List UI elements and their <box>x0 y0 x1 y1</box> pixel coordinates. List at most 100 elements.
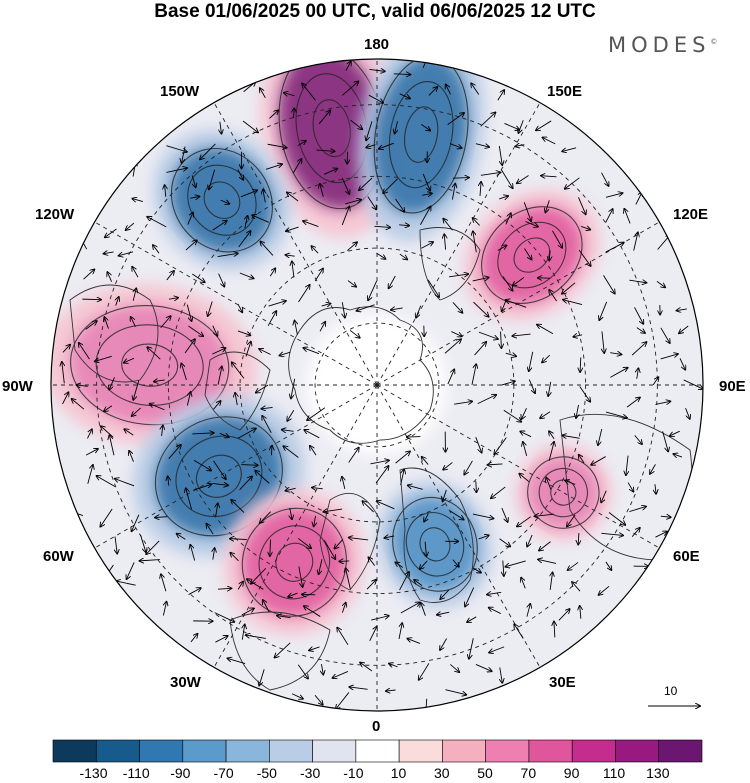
wind-vector <box>491 486 506 498</box>
wind-vector <box>132 514 140 532</box>
lon-label-180: 180 <box>364 36 390 53</box>
colorbar-tick-label: 30 <box>434 765 450 781</box>
wind-vector <box>346 568 351 589</box>
anomaly-core <box>241 507 347 617</box>
wind-vector <box>516 145 525 147</box>
wind-vector <box>475 437 482 452</box>
wind-vector <box>500 381 515 386</box>
wind-vector <box>538 559 557 564</box>
wind-vector <box>683 379 703 389</box>
streamline-contour <box>373 59 469 214</box>
colorbar-swatch <box>571 739 616 763</box>
wind-vector <box>217 253 238 258</box>
wind-vector <box>166 168 187 173</box>
wind-vector <box>342 302 345 317</box>
wind-vector <box>395 451 410 464</box>
wind-vector <box>501 331 502 348</box>
wind-vector <box>562 282 576 294</box>
wind-vector <box>241 608 254 616</box>
wind-vector <box>629 280 646 283</box>
wind-vector <box>215 636 227 643</box>
wind-vector <box>366 121 373 140</box>
wind-vector <box>119 251 134 256</box>
wind-vector <box>188 325 203 336</box>
wind-vector <box>447 113 464 126</box>
streamline-contour <box>392 496 478 592</box>
wind-vector <box>216 503 218 517</box>
wind-vector <box>565 177 580 189</box>
wind-vector <box>246 635 266 639</box>
wind-vector <box>610 353 621 355</box>
wind-vector <box>637 368 639 379</box>
wind-vector <box>514 624 524 639</box>
wind-vector <box>268 301 286 307</box>
wind-vector <box>395 198 405 212</box>
wind-vector <box>282 430 294 432</box>
wind-vector <box>599 301 608 320</box>
wind-vector <box>512 334 531 336</box>
wind-vector <box>389 275 396 288</box>
wind-vector <box>503 409 521 422</box>
colorbar-swatch <box>182 739 227 763</box>
wind-vector <box>347 280 356 287</box>
wind-vector <box>523 202 531 221</box>
colorbar-tick-label: -130 <box>79 765 108 781</box>
wind-vector <box>605 209 613 223</box>
wind-vector <box>213 460 226 479</box>
wind-vector <box>285 488 296 490</box>
wind-vector <box>190 634 197 643</box>
colorbar-tick-label: -30 <box>300 765 321 781</box>
wind-vector <box>267 311 276 327</box>
wind-vector <box>147 347 161 360</box>
wind-vector <box>341 177 349 194</box>
wind-vector <box>359 177 373 190</box>
wind-vector <box>153 245 160 254</box>
wind-vector <box>605 561 612 570</box>
wind-vector <box>567 514 576 527</box>
latitude-circle <box>239 247 515 523</box>
wind-vector <box>376 252 385 259</box>
wind-vector <box>76 385 88 386</box>
wind-vector <box>193 459 211 470</box>
wind-vector <box>536 120 552 130</box>
wind-vector <box>362 501 374 513</box>
wind-vector <box>212 325 218 336</box>
wind-vector <box>478 535 489 539</box>
lon-label-120w: 120W <box>35 206 75 223</box>
wind-vector <box>522 408 527 419</box>
wind-vector <box>501 507 508 522</box>
land-outline <box>69 284 159 383</box>
wind-vector <box>220 200 230 204</box>
wind-vector <box>323 540 335 559</box>
wind-vector <box>573 335 583 337</box>
wind-vector <box>302 83 316 101</box>
wind-vector <box>286 255 295 256</box>
wind-vector <box>187 212 193 225</box>
wind-vector <box>333 671 349 678</box>
wind-vector <box>323 169 337 175</box>
wind-vector <box>371 616 389 621</box>
lon-label-90w: 90W <box>2 378 33 395</box>
colorbar-swatch <box>658 739 703 763</box>
wind-vector <box>497 90 504 101</box>
lon-label-120e: 120E <box>673 206 709 223</box>
wind-vector <box>549 290 557 302</box>
wind-vector <box>161 574 167 592</box>
wind-vector <box>131 317 136 327</box>
wind-vector <box>231 500 245 513</box>
wind-vector <box>190 545 196 561</box>
wind-vector <box>552 230 562 248</box>
wind-vector <box>237 169 243 180</box>
anomaly-core <box>373 59 469 214</box>
wind-vector <box>168 476 169 486</box>
wind-vector <box>219 432 229 437</box>
wind-vector <box>487 592 502 594</box>
wind-vector <box>444 339 461 354</box>
wind-vector <box>220 121 222 134</box>
colorbar-swatch <box>52 739 97 763</box>
wind-vector <box>188 588 201 595</box>
wind-vector <box>116 297 119 306</box>
wind-vector <box>545 200 550 212</box>
meridian-line <box>205 88 378 386</box>
